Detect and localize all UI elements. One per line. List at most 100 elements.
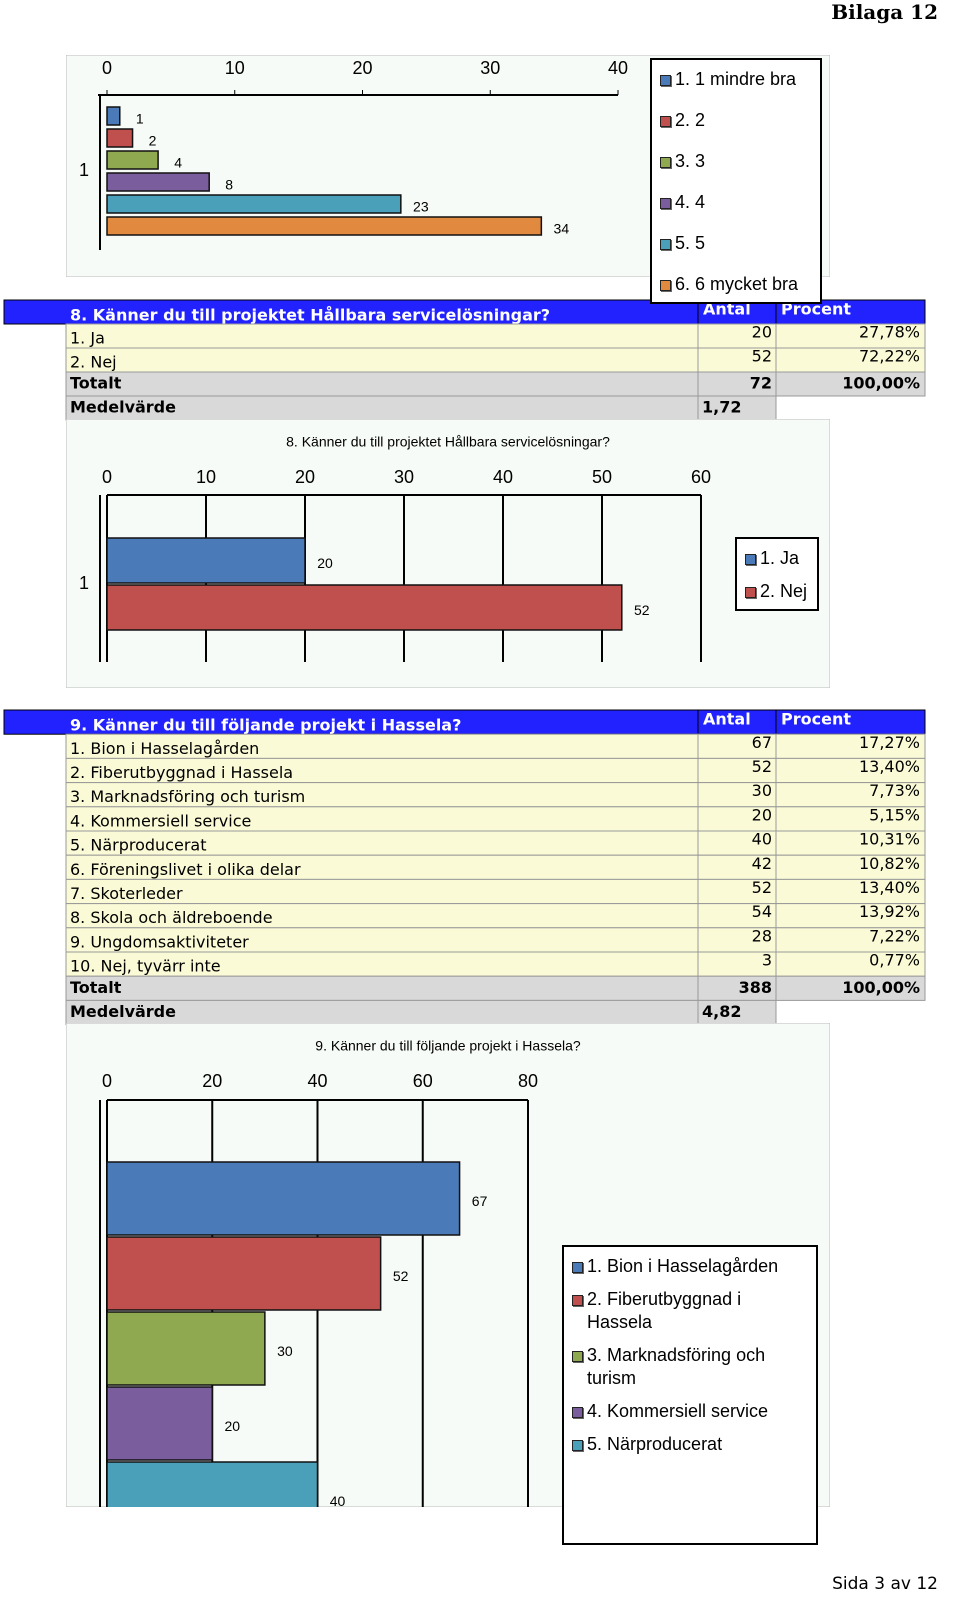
table-title: 8. Känner du till projektet Hållbara ser…: [70, 306, 550, 325]
x-tick-label: 40: [307, 1071, 327, 1091]
table-title: 9. Känner du till följande projekt i Has…: [70, 716, 461, 735]
table-cell: [65, 395, 699, 421]
cell-value: 1,72: [702, 398, 741, 417]
table: 9. Känner du till följande projekt i Has…: [3, 709, 926, 1026]
table-cell: [697, 878, 777, 905]
table-cell: [65, 951, 699, 977]
table-cell: [775, 806, 926, 832]
cell-value: 67: [752, 733, 772, 752]
table: 8. Känner du till projektet Hållbara ser…: [3, 299, 926, 421]
legend-label: 5. Närproducerat: [587, 1434, 723, 1454]
column-header: Antal: [703, 710, 751, 729]
column-header: Procent: [781, 300, 851, 319]
legend-item: 2. 2: [660, 109, 812, 132]
table-cell: [65, 371, 699, 397]
cell-value: 100,00%: [842, 374, 920, 393]
data-label: 34: [554, 221, 570, 237]
data-label: 67: [472, 1193, 488, 1209]
table-cell: [65, 975, 699, 1001]
legend-swatch: [660, 280, 671, 291]
row-label: Medelvärde: [70, 1002, 176, 1021]
legend-swatch: [745, 587, 756, 598]
cell-value: 13,92%: [859, 902, 920, 921]
table-cell: [65, 830, 699, 856]
legend-swatch: [572, 1440, 583, 1451]
cell-value: 72,22%: [859, 347, 920, 366]
cell-value: 30: [752, 781, 772, 800]
cell-value: 42: [752, 854, 772, 873]
table-cell: [775, 975, 926, 1001]
chart-title: 9. Känner du till följande projekt i Has…: [315, 1038, 581, 1054]
column-header: Antal: [703, 300, 751, 319]
bar: [106, 1311, 266, 1386]
cell-value: 4,82: [702, 1002, 741, 1021]
page-header: Bilaga 12: [831, 0, 938, 24]
cell-value: 7,22%: [869, 926, 920, 945]
table-cell: [775, 733, 926, 759]
x-tick-label: 40: [608, 58, 628, 78]
table-cell: [775, 830, 926, 856]
legend-item: 5. 5: [660, 232, 812, 255]
data-label: 8: [225, 177, 233, 193]
table-header: [3, 299, 926, 325]
legend: 1. Ja 2. Nej: [735, 537, 819, 611]
table-cell: [697, 371, 777, 397]
table-cell: [65, 757, 699, 784]
x-tick-label: 30: [394, 467, 414, 487]
cell-value: 20: [752, 323, 772, 342]
row-label: 7. Skoterleder: [70, 884, 183, 903]
cell-value: 52: [752, 878, 772, 897]
legend: 1. 1 mindre bra 2. 2 3. 3 4. 4 5. 5 6. 6 myck…: [650, 58, 822, 304]
x-tick-label: 10: [196, 467, 216, 487]
cell-value: 100,00%: [842, 978, 920, 997]
row-label: 9. Ungdomsaktiviteter: [70, 932, 249, 951]
data-label: 52: [393, 1268, 409, 1284]
legend-swatch: [660, 116, 671, 127]
bar: [106, 1161, 461, 1236]
legend-label: 4. 4: [675, 192, 706, 212]
legend-swatch: [572, 1295, 583, 1306]
table-cell: [775, 854, 926, 880]
legend-item: 2. Nej: [745, 580, 809, 603]
row-label: 3. Marknadsföring och turism: [70, 787, 305, 806]
x-tick-label: 0: [102, 58, 112, 78]
legend-label: 3. 3: [675, 151, 706, 171]
bar: [106, 106, 121, 126]
cell-value: 5,15%: [869, 805, 920, 824]
legend-item: 1. Ja: [745, 547, 809, 570]
cell-value: 13,40%: [859, 757, 920, 776]
cell-value: 52: [752, 757, 772, 776]
row-label: 1. Bion i Hasselagården: [70, 739, 259, 758]
table-cell: [65, 347, 699, 373]
row-label: Medelvärde: [70, 398, 176, 417]
table-cell: [775, 371, 926, 397]
table-header: [3, 709, 926, 735]
row-label: Totalt: [70, 374, 122, 393]
table-cell: [65, 782, 699, 808]
x-tick-label: 0: [102, 467, 112, 487]
x-tick-label: 30: [480, 58, 500, 78]
x-tick-label: 60: [691, 467, 711, 487]
cell-value: 10,31%: [859, 830, 920, 849]
row-label: 5. Närproducerat: [70, 836, 206, 855]
row-label: Totalt: [70, 978, 122, 997]
data-label: 40: [330, 1493, 346, 1509]
table-cell: [697, 806, 777, 832]
data-label: 1: [136, 111, 144, 127]
legend-label: 1. Bion i Hasselagården: [587, 1256, 779, 1276]
cell-value: 13,40%: [859, 878, 920, 897]
legend-label: 2. Nej: [760, 581, 808, 601]
legend-swatch: [660, 198, 671, 209]
legend-label: 1. Ja: [760, 548, 800, 568]
legend-swatch: [572, 1262, 583, 1273]
cell-value: 0,77%: [869, 951, 920, 970]
legend: 1. Bion i Hasselagården 2. Fiberutbyggnad…: [562, 1245, 818, 1545]
bar: [106, 150, 159, 170]
legend-item: 1. 1 mindre bra: [660, 68, 812, 91]
cell-value: 40: [752, 830, 772, 849]
x-tick-label: 40: [493, 467, 513, 487]
x-tick-label: 60: [413, 1071, 433, 1091]
row-label: 8. Skola och äldreboende: [70, 908, 273, 927]
row-label: 2. Fiberutbyggnad i Hassela: [70, 763, 293, 782]
